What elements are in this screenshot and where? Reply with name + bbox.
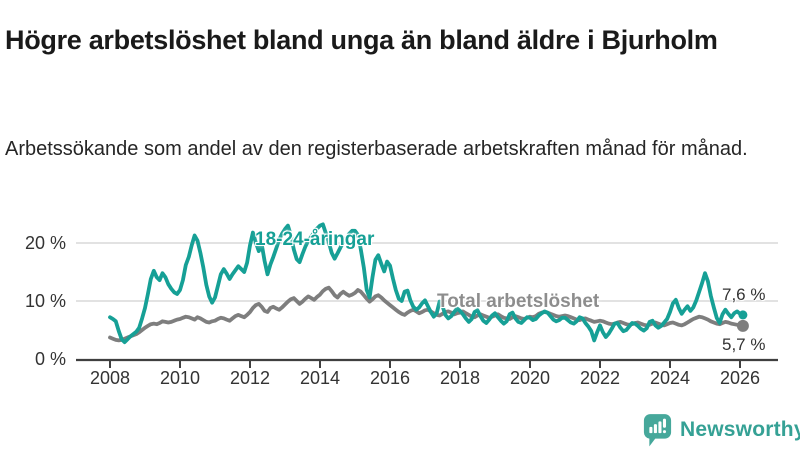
x-tick-label: 2008 [90,368,130,388]
series-end-dot-total [736,319,749,332]
x-tick-label: 2012 [230,368,270,388]
x-axis-labels: 2008 2010 2012 2014 2016 2018 2020 2022 2024 2026 [90,368,760,388]
chart-bubble-icon [643,414,672,447]
x-tick-label: 2010 [160,368,200,388]
series-end-dot-youth [738,310,748,320]
x-tick-label: 2026 [720,368,760,388]
y-tick-label: 20 % [25,233,66,253]
newsworthy-logo: Newsworthy [643,413,800,447]
y-axis-labels: 0 % 10 % 20 % [25,233,66,369]
x-tick-label: 2020 [510,368,550,388]
x-tick-label: 2016 [370,368,410,388]
series-label-youth: 18-24-åringar [255,229,375,250]
series-lines [108,222,745,345]
x-tick-label: 2018 [440,368,480,388]
series-label-total: Total arbetslöshet [437,291,600,312]
end-value-label-youth: 7,6 % [722,285,766,304]
series-end-dots [736,310,749,332]
x-tick-label: 2022 [580,368,620,388]
x-axis [76,358,778,368]
page-title: Högre arbetslöshet bland unga än bland ä… [5,25,718,56]
brand-name: Newsworthy [680,418,800,441]
series-line-total [108,285,745,343]
x-tick-label: 2024 [650,368,690,388]
x-tick-label: 2014 [300,368,340,388]
y-tick-label: 10 % [25,291,66,311]
series-line-youth [108,222,745,345]
gridlines [76,242,778,302]
y-tick-label: 0 % [35,349,66,369]
end-value-label-total: 5,7 % [722,335,766,354]
chart-subtitle: Arbetssökande som andel av den registerb… [5,138,748,160]
